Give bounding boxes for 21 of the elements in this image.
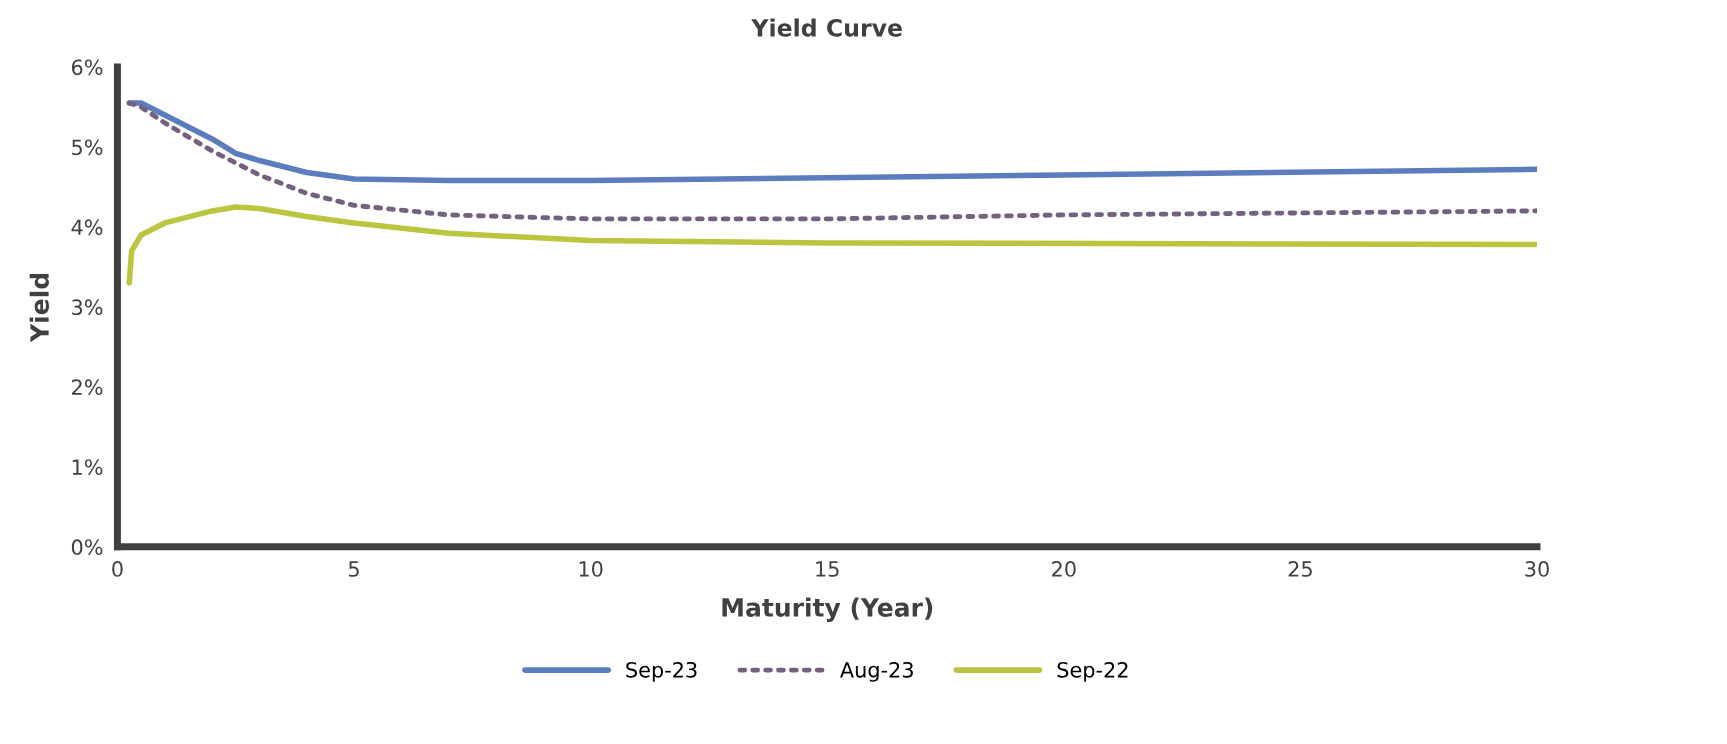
y-tick-label: 2% bbox=[72, 379, 103, 396]
y-tick-label: 1% bbox=[72, 459, 103, 476]
chart-title: Yield Curve bbox=[751, 18, 902, 37]
legend-label: Aug-23 bbox=[840, 661, 913, 682]
legend-label: Sep-22 bbox=[1057, 661, 1128, 682]
y-tick-label: 3% bbox=[72, 299, 103, 316]
x-tick-label: 0 bbox=[112, 561, 123, 577]
x-tick-label: 20 bbox=[1052, 561, 1076, 577]
line-series bbox=[126, 100, 1538, 222]
x-axis-title: Maturity (Year) bbox=[722, 597, 933, 622]
x-tick-label: 15 bbox=[816, 561, 839, 577]
y-axis-title: Yield bbox=[29, 273, 49, 343]
x-tick-label: 25 bbox=[1288, 561, 1312, 577]
x-tick-label: 5 bbox=[349, 561, 359, 577]
y-tick-label: 5% bbox=[72, 139, 103, 156]
x-tick-label: 30 bbox=[1525, 561, 1549, 577]
y-tick-label: 4% bbox=[71, 219, 103, 236]
y-tick-label: 0% bbox=[71, 539, 103, 556]
legend-label: Sep-23 bbox=[626, 661, 697, 682]
x-tick-label: 10 bbox=[579, 561, 603, 577]
y-tick-label: 6% bbox=[71, 59, 103, 76]
